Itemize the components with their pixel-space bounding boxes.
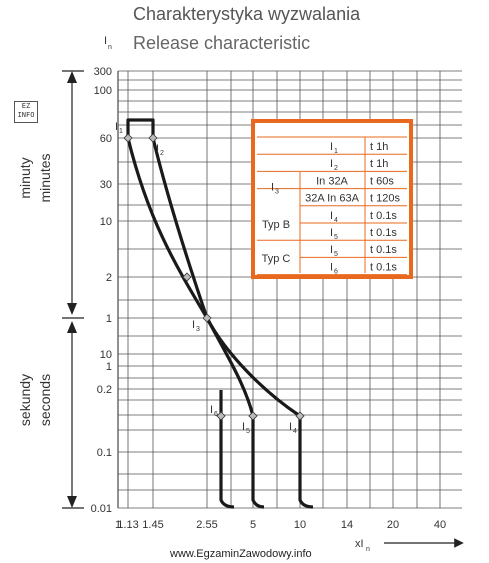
table-group-label: Typ C (262, 253, 291, 265)
x-axis-label: xI (355, 538, 364, 550)
x-tick-label: 1.45 (142, 519, 163, 531)
point-label-sub: 1 (119, 128, 123, 135)
axis-labels: 11.13 1.45 2.55 5 10 14 20 40300100603010211010… (17, 35, 446, 553)
table-row-I: I (330, 227, 333, 239)
x-axis-label-sub: n (366, 546, 370, 553)
section-label-minutes: minutes (37, 153, 53, 202)
data-point-marker (202, 313, 212, 323)
axes (62, 70, 464, 548)
seconds-arrow-bottom (67, 496, 77, 508)
table-row-time: t 0.1s (370, 261, 397, 273)
table-row-sub: 2 (334, 165, 338, 172)
point-label-sub: 2 (160, 150, 164, 157)
y-tick-label-minutes: 60 (100, 133, 112, 145)
point-label-I6: I (210, 404, 213, 416)
table-row-time: t 1h (370, 141, 388, 153)
minutes-arrow-bottom (67, 303, 77, 315)
table-row-condition: 32A In 63A (305, 193, 359, 205)
y-axis-label-sub: n (108, 44, 112, 51)
y-tick-label-minutes: 10 (100, 216, 112, 228)
x-tick-label: 20 (387, 519, 399, 531)
minutes-arrow-top (67, 71, 77, 83)
section-label-minuty: minuty (17, 157, 33, 198)
x-tick-label: 1 (115, 519, 121, 531)
y-tick-label-seconds: 10 (100, 349, 112, 361)
table-row-I: I (330, 261, 333, 273)
y-axis-label: I (104, 35, 107, 47)
y-tick-label-seconds: 0.1 (97, 447, 112, 459)
x-tick-label: 10 (294, 519, 306, 531)
point-label-I5: I (242, 421, 245, 433)
y-tick-label-seconds: 1 (106, 361, 112, 373)
y-tick-label-seconds: 0.2 (97, 384, 112, 396)
table-row-sub: 6 (334, 268, 338, 275)
table-row-sub: 5 (334, 251, 338, 258)
table-row-condition: In 32A (316, 175, 348, 187)
point-label-I2: I (156, 143, 159, 155)
series-line-typ-c-tail (219, 390, 235, 509)
y-tick-label-seconds: 0.01 (91, 503, 112, 515)
y-tick-label-minutes: 2 (106, 272, 112, 284)
y-tick-label-minutes: 100 (94, 85, 112, 97)
chart-subtitle: Release characteristic (133, 33, 311, 53)
data-point-marker (123, 133, 133, 143)
point-label-sub: 3 (196, 326, 200, 333)
table-row-I: I (330, 158, 333, 170)
data-point-marker (295, 411, 305, 421)
point-label-I1: I (115, 121, 118, 133)
table-row-time: t 1h (370, 158, 388, 170)
series-line-lower-bound (126, 137, 265, 509)
x-tick-label: 14 (341, 519, 353, 531)
point-label-sub: 6 (214, 411, 218, 418)
watermark-text: www.EgzaminZawodowy.info (170, 548, 312, 560)
y-tick-label-minutes: 1 (106, 313, 112, 325)
y-tick-label-minutes: 30 (100, 179, 112, 191)
table-row-time: t 120s (370, 193, 400, 205)
table-group-I3: I (271, 181, 274, 193)
table-row-I: I (330, 210, 333, 222)
table-row-I: I (330, 141, 333, 153)
table-row-time: t 0.1s (370, 227, 397, 239)
table-group-label: Typ B (262, 219, 290, 231)
section-label-seconds: seconds (37, 374, 53, 426)
data-point-marker (182, 272, 192, 282)
x-tick-label: 1.13 (117, 519, 138, 531)
x-tick-label: 40 (434, 519, 446, 531)
table-row-sub: 4 (334, 217, 338, 224)
table-group-sub: 3 (275, 188, 279, 195)
point-label-I4: I (289, 421, 292, 433)
chart-title: Charakterystyka wyzwalania (133, 4, 361, 24)
point-label-I3: I (192, 319, 195, 331)
table-row-time: t 60s (370, 175, 394, 187)
data-point-marker (148, 133, 158, 143)
point-label-sub: 4 (293, 428, 297, 435)
table-row-sub: 1 (334, 148, 338, 155)
data-point-marker (248, 411, 258, 421)
x-tick-label: 2.55 (196, 519, 217, 531)
section-label-sekundy: sekundy (17, 374, 33, 426)
table-row-time: t 0.1s (370, 244, 397, 256)
logo-badge: EZ INFO (14, 101, 38, 123)
legend-table-frame (251, 119, 413, 279)
seconds-arrow-top (67, 321, 77, 333)
x-tick-label: 5 (250, 519, 256, 531)
data-point-marker (216, 411, 226, 421)
table-row-time: t 0.1s (370, 210, 397, 222)
table-row-I: I (330, 244, 333, 256)
y-tick-label-minutes: 300 (94, 66, 112, 78)
point-label-sub: 5 (246, 428, 250, 435)
table-row-sub: 5 (334, 234, 338, 241)
curves (123, 118, 314, 509)
